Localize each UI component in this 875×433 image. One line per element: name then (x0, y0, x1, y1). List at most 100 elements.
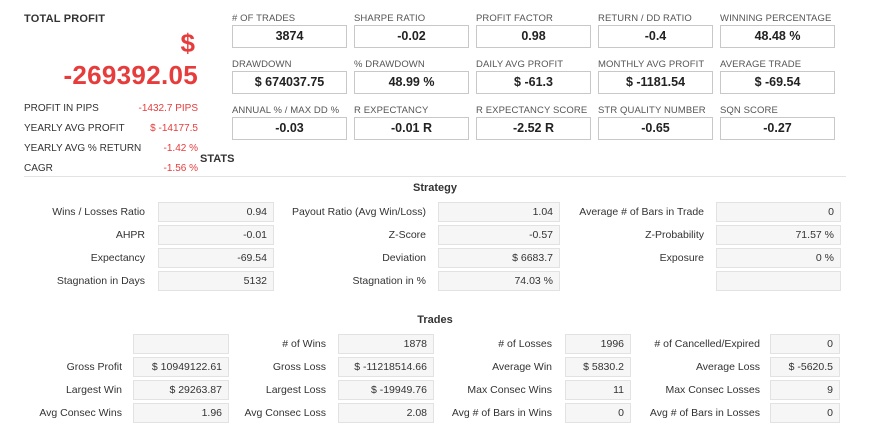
kpi-label-trades: # OF TRADES (232, 13, 296, 24)
strategy-label: Average # of Bars in Trade (579, 206, 704, 218)
trades-label: Average Win (492, 361, 552, 373)
total-profit-value: -269392.05 (63, 60, 198, 90)
kpi-value-drawdown: $ 674037.75 (232, 71, 347, 94)
trades-label: Avg Consec Loss (244, 407, 326, 419)
stats-divider (24, 176, 846, 177)
strategy-value: 74.03 % (438, 271, 560, 291)
kpi-value-sqn-score: -0.27 (720, 117, 835, 140)
trades-label: # of Cancelled/Expired (654, 338, 760, 350)
kpi-label-annual-maxdd: ANNUAL % / MAX DD % (232, 105, 340, 116)
trades-label: Avg Consec Wins (39, 407, 122, 419)
strategy-value: 1.04 (438, 202, 560, 222)
trades-value: $ 10949122.61 (133, 357, 229, 377)
kpi-label-daily-avg: DAILY AVG PROFIT (476, 59, 564, 70)
strategy-value: -0.01 (158, 225, 274, 245)
strategy-value: -69.54 (158, 248, 274, 268)
kpi-value-pct-drawdown: 48.99 % (354, 71, 469, 94)
kpi-label-monthly-avg: MONTHLY AVG PROFIT (598, 59, 705, 70)
side-stat-profit-in-pips: PROFIT IN PIPS -1432.7 PIPS (24, 103, 198, 116)
trades-value: 0 (770, 334, 840, 354)
strategy-value: $ 6683.7 (438, 248, 560, 268)
kpi-label-drawdown: DRAWDOWN (232, 59, 292, 70)
kpi-label-winning-pct: WINNING PERCENTAGE (720, 13, 832, 24)
strategy-label: Expectancy (90, 252, 145, 264)
strategy-label: Deviation (382, 252, 426, 264)
strategy-label (566, 271, 704, 291)
trades-value: 0 (565, 403, 631, 423)
strategy-label: AHPR (115, 229, 145, 241)
trades-value: 11 (565, 380, 631, 400)
side-stat-value: -1.42 % (163, 143, 198, 154)
trades-value: $ -11218514.66 (338, 357, 434, 377)
kpi-value-annual-maxdd: -0.03 (232, 117, 347, 140)
kpi-value-daily-avg: $ -61.3 (476, 71, 591, 94)
side-stat-yearly-avg-return: YEARLY AVG % RETURN -1.42 % (24, 143, 198, 156)
trades-value: 1.96 (133, 403, 229, 423)
trades-label (24, 334, 122, 354)
strategy-label: Z-Score (388, 229, 426, 241)
side-stat-label: PROFIT IN PIPS (24, 103, 99, 114)
trades-value: 9 (770, 380, 840, 400)
kpi-label-pct-drawdown: % DRAWDOWN (354, 59, 425, 70)
trades-label: Max Consec Wins (467, 384, 552, 396)
trades-label: Max Consec Losses (665, 384, 760, 396)
trades-value: $ 29263.87 (133, 380, 229, 400)
side-stat-label: YEARLY AVG PROFIT (24, 123, 125, 134)
side-stat-cagr: CAGR -1.56 % (24, 163, 198, 176)
trades-value: 0 (770, 403, 840, 423)
stats-title: STATS (200, 153, 235, 165)
kpi-value-average-trade: $ -69.54 (720, 71, 835, 94)
kpi-label-r-expectancy: R EXPECTANCY (354, 105, 429, 116)
strategy-value: 0 % (716, 248, 841, 268)
total-profit-label: TOTAL PROFIT (24, 13, 106, 25)
kpi-label-str-quality: STR QUALITY NUMBER (598, 105, 706, 116)
trades-label: Largest Win (65, 384, 122, 396)
strategy-label: Stagnation in Days (56, 275, 145, 287)
trades-title: Trades (417, 314, 453, 326)
strategy-value: 0.94 (158, 202, 274, 222)
trades-value: 1878 (338, 334, 434, 354)
kpi-value-str-quality: -0.65 (598, 117, 713, 140)
strategy-label: Stagnation in % (352, 275, 426, 287)
strategy-value: 5132 (158, 271, 274, 291)
trades-label: Avg # of Bars in Wins (451, 407, 552, 419)
trades-label: Average Loss (695, 361, 760, 373)
trades-value: 1996 (565, 334, 631, 354)
side-stat-value: -1432.7 PIPS (138, 103, 198, 114)
strategy-value (716, 271, 841, 291)
kpi-label-profit-factor: PROFIT FACTOR (476, 13, 553, 24)
trades-value: $ 5830.2 (565, 357, 631, 377)
kpi-value-r-expectancy-score: -2.52 R (476, 117, 591, 140)
strategy-label: Payout Ratio (Avg Win/Loss) (291, 206, 426, 218)
kpi-value-trades: 3874 (232, 25, 347, 48)
strategy-value: 71.57 % (716, 225, 841, 245)
strategy-label: Wins / Losses Ratio (52, 206, 145, 218)
kpi-value-return-dd: -0.4 (598, 25, 713, 48)
kpi-label-sqn-score: SQN SCORE (720, 105, 778, 116)
trades-label: Gross Loss (272, 361, 326, 373)
kpi-label-sharpe: SHARPE RATIO (354, 13, 426, 24)
kpi-value-r-expectancy: -0.01 R (354, 117, 469, 140)
side-stat-label: CAGR (24, 163, 53, 174)
kpi-value-profit-factor: 0.98 (476, 25, 591, 48)
kpi-value-monthly-avg: $ -1181.54 (598, 71, 713, 94)
trades-label: # of Wins (282, 338, 326, 350)
kpi-label-r-expectancy-score: R EXPECTANCY SCORE (476, 105, 588, 116)
strategy-label: Exposure (659, 252, 704, 264)
trades-label: Gross Profit (66, 361, 122, 373)
trades-label: # of Losses (498, 338, 552, 350)
total-profit-currency: $ (180, 28, 195, 58)
kpi-value-sharpe: -0.02 (354, 25, 469, 48)
trades-value (133, 334, 229, 354)
trades-label: Largest Loss (265, 384, 326, 396)
side-stat-yearly-avg-profit: YEARLY AVG PROFIT $ -14177.5 (24, 123, 198, 136)
strategy-title: Strategy (412, 182, 458, 194)
strategy-label: Z-Probability (645, 229, 704, 241)
trades-value: $ -5620.5 (770, 357, 840, 377)
kpi-value-winning-pct: 48.48 % (720, 25, 835, 48)
side-stat-label: YEARLY AVG % RETURN (24, 143, 142, 154)
kpi-label-return-dd: RETURN / DD RATIO (598, 13, 692, 24)
trades-label: Avg # of Bars in Losses (649, 407, 760, 419)
strategy-value: -0.57 (438, 225, 560, 245)
kpi-label-average-trade: AVERAGE TRADE (720, 59, 802, 70)
